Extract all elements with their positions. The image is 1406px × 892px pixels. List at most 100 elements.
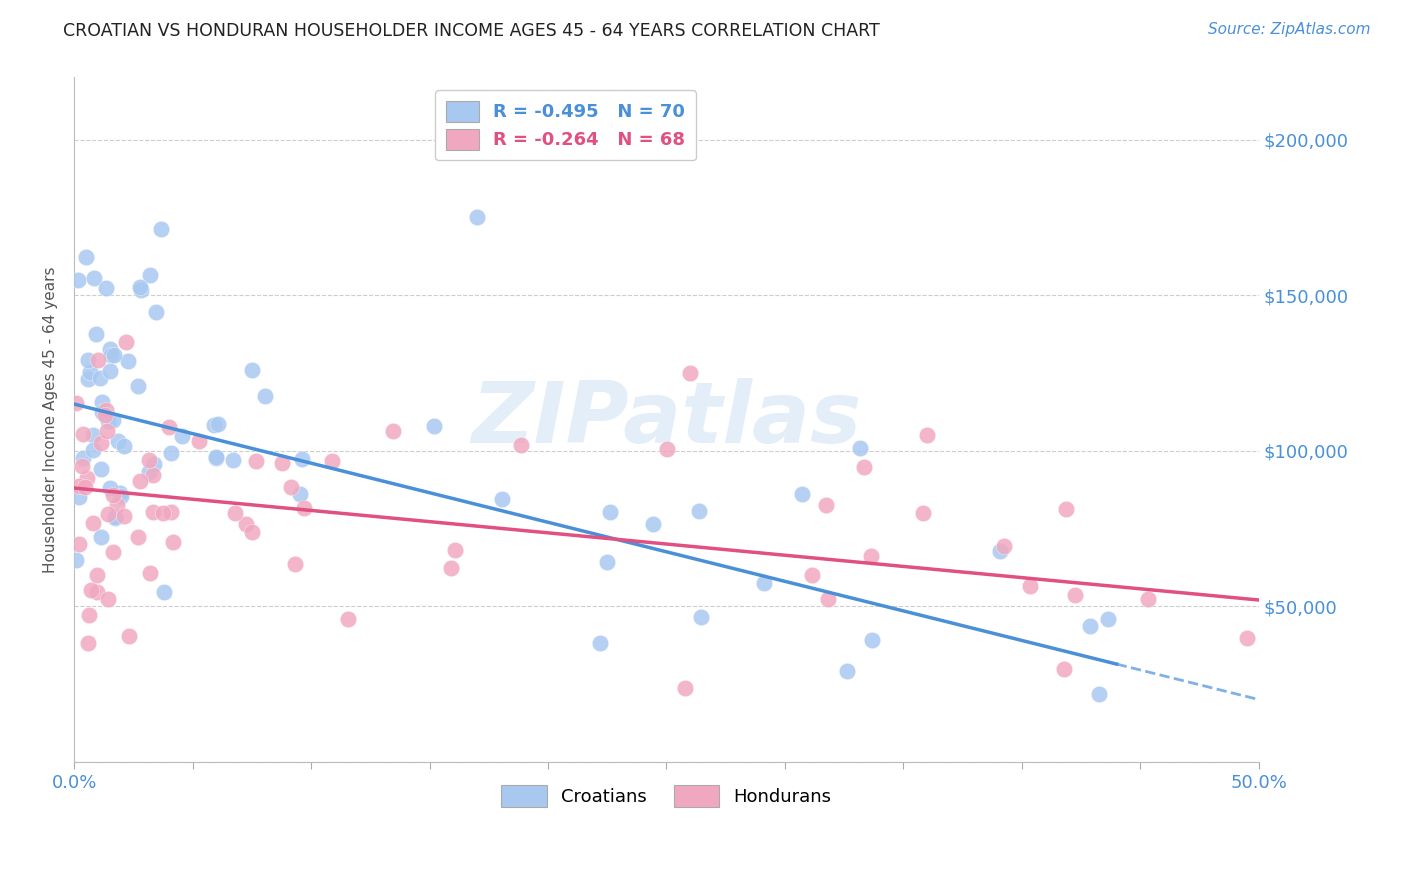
Text: ZIPatlas: ZIPatlas	[471, 378, 862, 461]
Point	[207, 417, 229, 431]
Point	[1019, 579, 1042, 593]
Point	[152, 585, 174, 599]
Point	[860, 549, 883, 563]
Point	[86, 568, 108, 582]
Point	[82, 442, 104, 457]
Point	[65, 396, 87, 410]
Point	[79, 582, 101, 597]
Point	[465, 211, 488, 225]
Point	[76, 471, 98, 485]
Point	[86, 326, 108, 341]
Point	[1078, 619, 1101, 633]
Point	[139, 268, 162, 282]
Point	[254, 389, 277, 403]
Point	[128, 280, 150, 294]
Point	[72, 450, 94, 465]
Point	[145, 304, 167, 318]
Point	[814, 499, 837, 513]
Point	[599, 505, 621, 519]
Point	[117, 353, 139, 368]
Point	[679, 366, 702, 380]
Point	[104, 511, 127, 525]
Point	[90, 436, 112, 450]
Point	[94, 403, 117, 417]
Point	[149, 222, 172, 236]
Point	[67, 537, 90, 551]
Point	[90, 530, 112, 544]
Point	[235, 516, 257, 531]
Point	[159, 446, 181, 460]
Point	[988, 544, 1011, 558]
Point	[284, 558, 307, 572]
Point	[595, 555, 617, 569]
Point	[107, 434, 129, 449]
Point	[336, 611, 359, 625]
Point	[641, 516, 664, 531]
Point	[90, 462, 112, 476]
Point	[72, 427, 94, 442]
Point	[491, 492, 513, 507]
Point	[224, 506, 246, 520]
Point	[128, 474, 150, 488]
Point	[138, 452, 160, 467]
Point	[440, 560, 463, 574]
Point	[77, 635, 100, 649]
Point	[86, 585, 108, 599]
Point	[67, 273, 90, 287]
Point	[993, 539, 1015, 553]
Point	[205, 451, 228, 466]
Point	[1136, 592, 1159, 607]
Point	[90, 405, 112, 419]
Point	[152, 507, 174, 521]
Point	[75, 251, 97, 265]
Point	[860, 633, 883, 648]
Point	[1052, 662, 1074, 676]
Point	[79, 608, 101, 623]
Point	[1088, 687, 1111, 701]
Point	[87, 353, 110, 368]
Point	[114, 439, 136, 453]
Point	[103, 488, 125, 502]
Point	[104, 510, 127, 524]
Point	[245, 454, 267, 468]
Point	[70, 459, 93, 474]
Point	[97, 507, 120, 521]
Point	[655, 442, 678, 456]
Point	[94, 280, 117, 294]
Point	[67, 478, 90, 492]
Point	[280, 480, 302, 494]
Point	[157, 420, 180, 434]
Point	[97, 414, 120, 428]
Point	[205, 450, 228, 464]
Point	[76, 352, 98, 367]
Point	[82, 427, 104, 442]
Point	[127, 530, 149, 544]
Legend: Croatians, Hondurans: Croatians, Hondurans	[495, 778, 839, 814]
Point	[800, 568, 823, 582]
Point	[94, 408, 117, 422]
Point	[139, 566, 162, 580]
Point	[110, 489, 132, 503]
Point	[817, 591, 839, 606]
Point	[1097, 612, 1119, 626]
Point	[444, 543, 467, 558]
Point	[290, 451, 312, 466]
Point	[101, 413, 124, 427]
Point	[98, 481, 121, 495]
Point	[82, 516, 104, 530]
Point	[91, 394, 114, 409]
Point	[143, 457, 166, 471]
Point	[142, 505, 165, 519]
Point	[115, 334, 138, 349]
Point	[792, 487, 814, 501]
Point	[100, 348, 122, 362]
Point	[100, 364, 122, 378]
Point	[752, 575, 775, 590]
Point	[170, 429, 193, 443]
Point	[127, 378, 149, 392]
Point	[288, 487, 311, 501]
Point	[83, 271, 105, 285]
Text: Source: ZipAtlas.com: Source: ZipAtlas.com	[1208, 22, 1371, 37]
Point	[96, 424, 118, 438]
Point	[131, 284, 153, 298]
